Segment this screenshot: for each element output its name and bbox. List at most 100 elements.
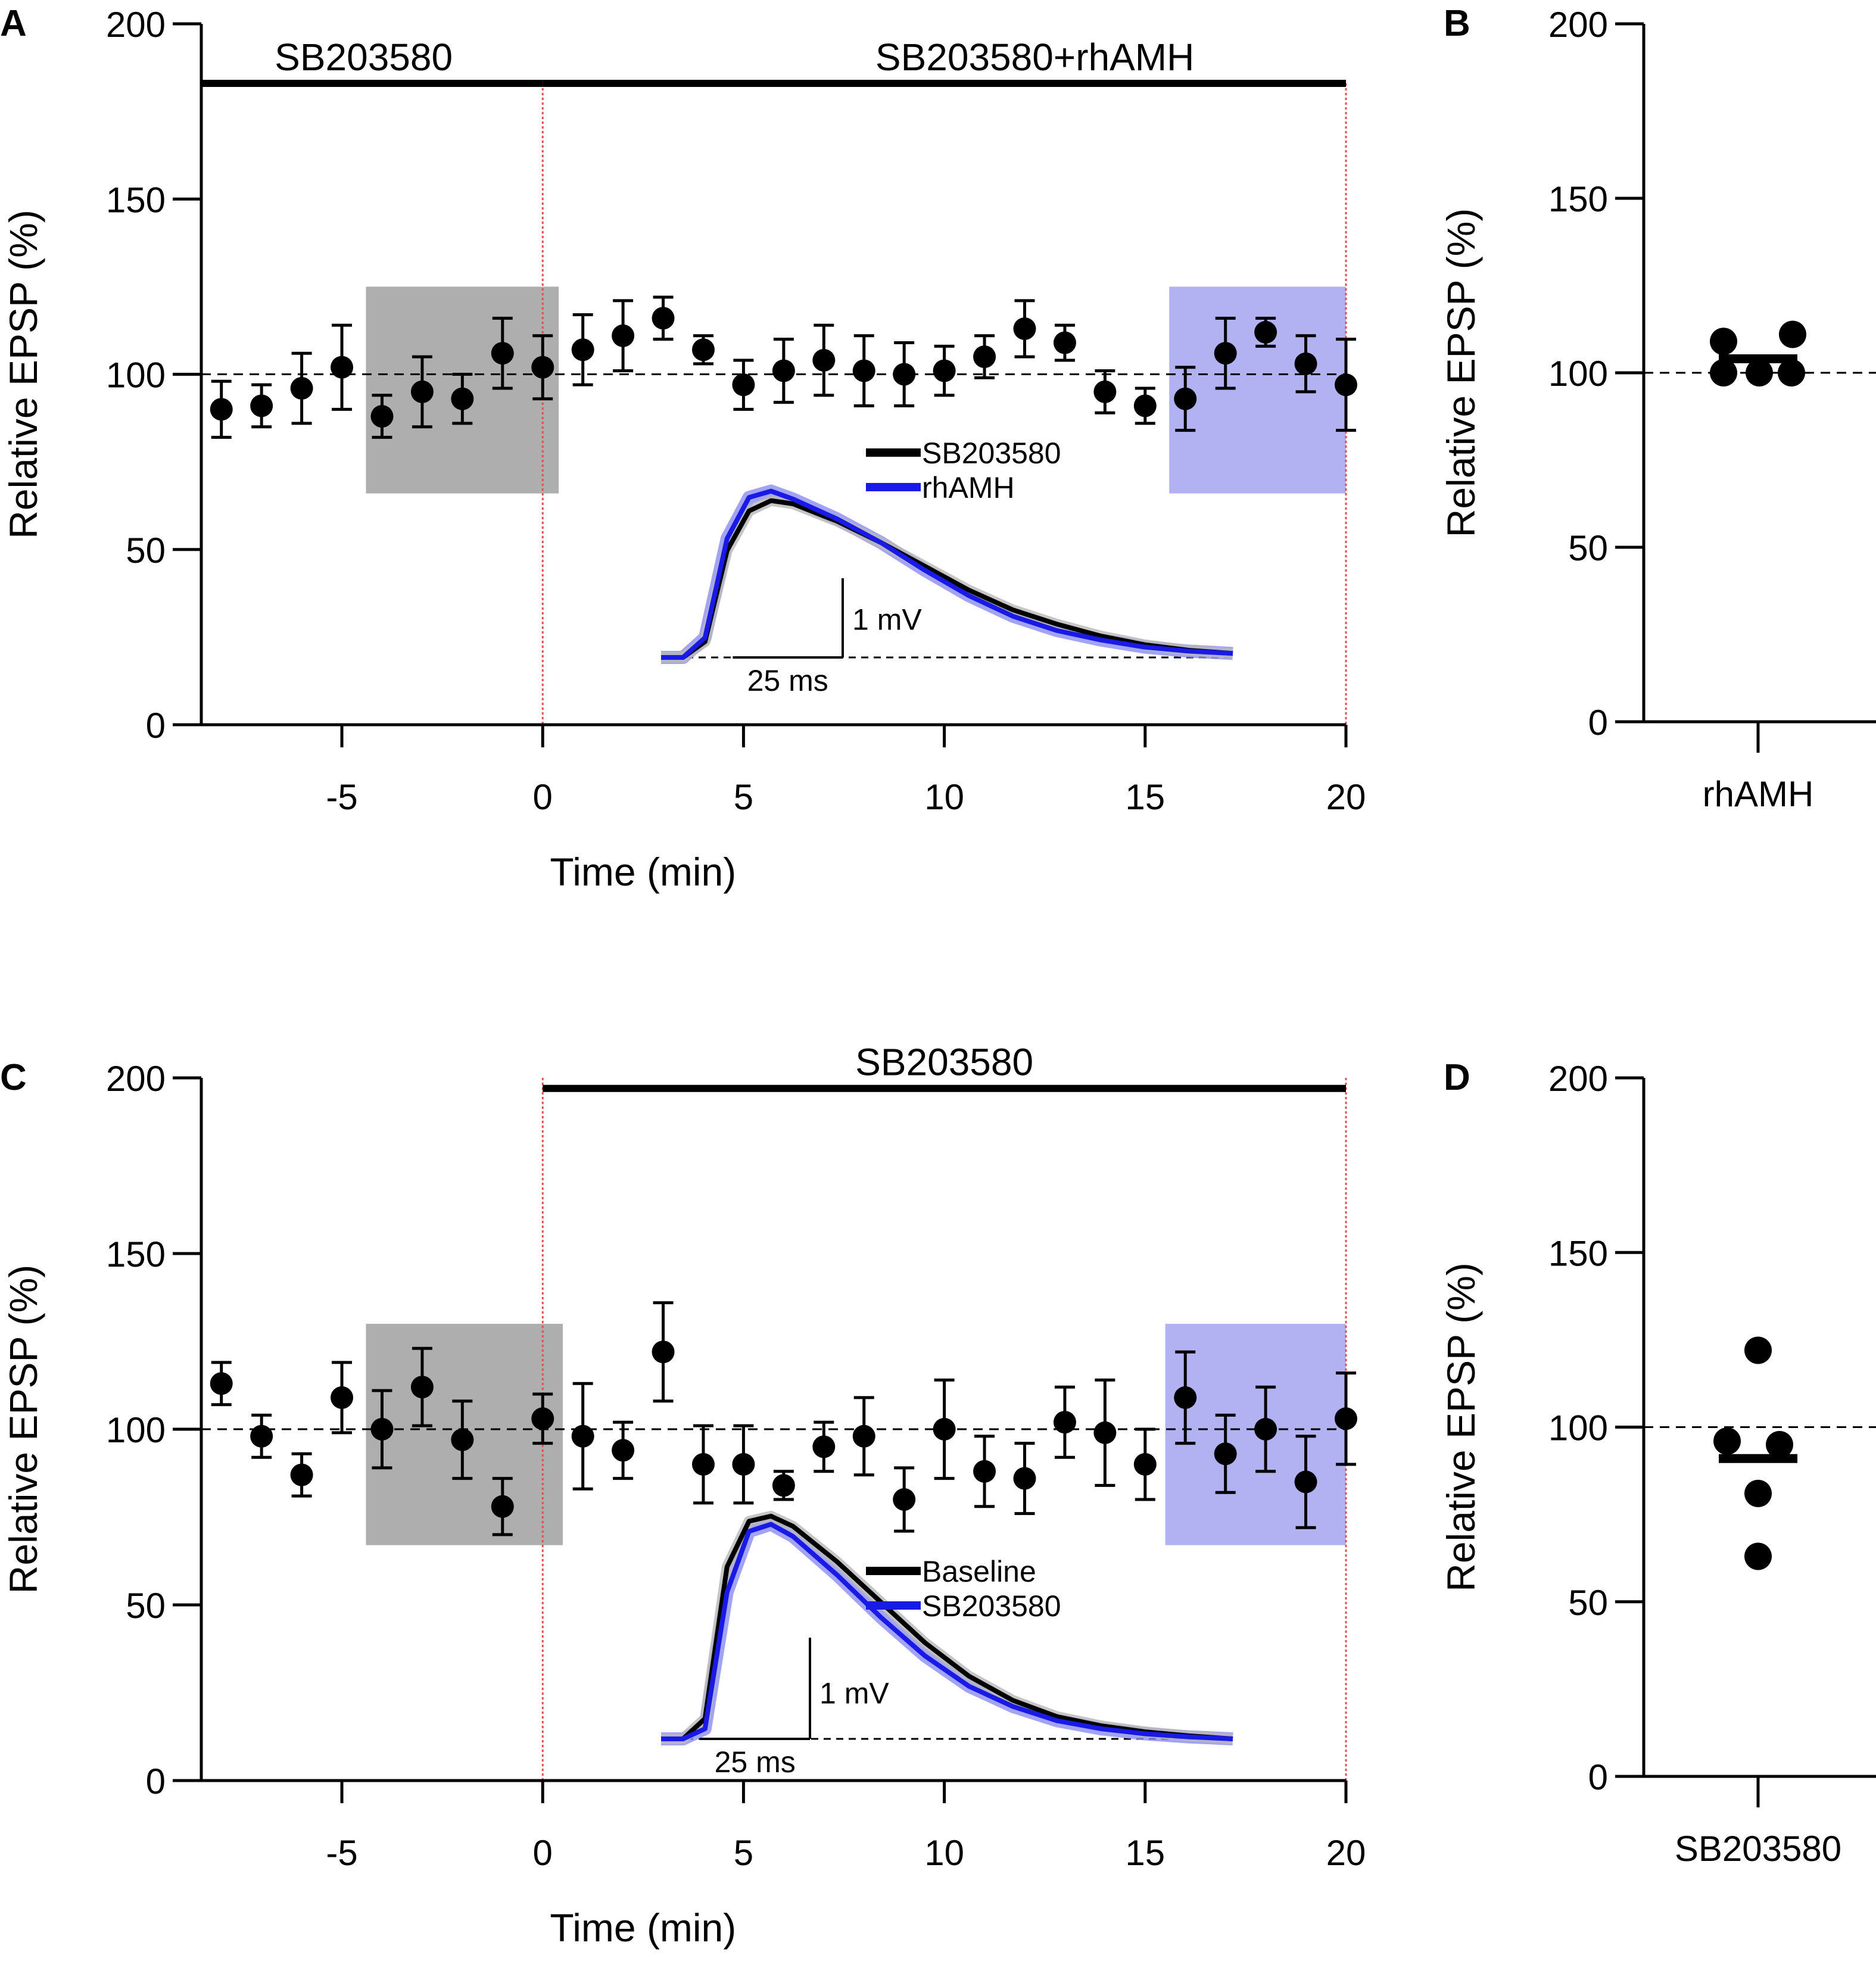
y-tick-label: 100 [1548,354,1608,394]
data-point [1744,1542,1772,1570]
x-tick-label: 15 [1125,1833,1165,1873]
y-axis-label: Relative EPSP (%) [1,1265,45,1594]
data-point [852,359,875,382]
legend-label: SB203580 [922,437,1061,470]
data-point [691,338,715,361]
data-point [250,1424,273,1448]
y-tick-label: 50 [1568,528,1608,568]
y-axis-label: Relative EPSP (%) [1439,208,1483,538]
scale-bar-mv-label: 1 mV [852,603,922,636]
data-point [250,394,273,417]
y-tick-label: 200 [1548,5,1608,45]
y-tick-label: 200 [1548,1059,1608,1099]
data-point [1013,317,1036,340]
data-point [571,1424,594,1448]
panel-label: A [0,3,27,44]
data-point [933,1418,956,1441]
data-point [451,1428,474,1451]
x-tick-label: -5 [326,1833,357,1873]
data-point [1335,1407,1357,1430]
data-point [612,324,635,347]
shade-treatment [1169,286,1346,494]
legend-label: SB203580 [922,1589,1061,1623]
y-tick-label: 0 [146,706,166,746]
panel-a: A 0 50 100 150 200 -5 0 5 10 15 20 Time (min) Relativ… [0,3,1366,894]
x-tick-label: 5 [734,777,753,817]
data-point [691,1453,715,1476]
y-tick-label: 150 [106,1234,166,1274]
x-tick-label: 15 [1125,777,1165,817]
data-point [1779,320,1806,348]
legend-label: Baseline [922,1555,1036,1588]
trace-blue [661,1522,1233,1741]
data-point [1335,373,1357,397]
panel-label: C [0,1057,27,1098]
drug-bar-label: SB203580 [275,36,453,79]
x-axis-label: Time (min) [550,1906,736,1950]
scale-bar-mv-label: 1 mV [819,1677,889,1710]
data-point [1053,331,1076,354]
scale-bar-ms-label: 25 ms [715,1745,796,1779]
data-point [531,1407,554,1430]
data-point [1744,1479,1772,1507]
x-tick-label: -5 [326,777,357,817]
data-point [1214,1442,1237,1466]
data-point [331,1386,354,1409]
data-point [852,1424,875,1448]
data-point [1744,1336,1772,1364]
data-point [1053,1411,1076,1434]
data-point [1133,394,1157,417]
category-label: rhAMH [1703,774,1814,814]
data-point [732,1453,755,1476]
y-tick-label: 150 [1548,179,1608,219]
data-point [531,356,554,379]
data-point [1254,320,1277,344]
category-label: SB203580 [1675,1829,1841,1869]
y-tick-label: 0 [146,1762,166,1801]
data-point [1093,380,1117,403]
panel-b: B 0 50 100 150 200 rhAMH Relative EPSP (%) [1439,3,1876,814]
data-point [1214,342,1237,365]
y-tick-label: 200 [106,1059,166,1099]
data-point [812,348,836,372]
x-tick-label: 0 [533,1833,553,1873]
data-point [772,359,795,382]
data-point [973,345,996,369]
trace-blue [661,488,1233,660]
data-point [1254,1418,1277,1441]
data-point [973,1460,996,1483]
data-point [1174,387,1197,410]
data-point [893,1488,916,1511]
data-point [210,1372,233,1395]
data-point [370,405,394,428]
x-tick-label: 20 [1326,777,1366,817]
panel-d: D 0 50 100 150 200 SB203580 Relative EPSP (%) [1439,1057,1876,1869]
x-axis-label: Time (min) [550,850,736,894]
shade-treatment [1165,1324,1346,1545]
drug-bar-label: SB203580+rhAMH [875,36,1194,79]
x-tick-label: 10 [924,777,964,817]
data-point [491,1495,514,1518]
data-point [772,1474,795,1497]
x-tick-label: 5 [734,1833,753,1873]
data-point [1746,359,1773,386]
data-point [331,356,354,379]
y-tick-label: 50 [1568,1583,1608,1623]
y-tick-label: 0 [1588,1757,1608,1797]
data-point [290,1463,313,1486]
x-tick-label: 0 [533,777,553,817]
data-point [410,380,434,403]
data-point [1294,352,1317,375]
panel-c: C 0 50 100 150 200 -5 0 5 10 15 20 Time (min) Relativ… [0,1041,1366,1950]
data-point [652,1340,675,1364]
y-tick-label: 150 [106,180,166,220]
data-point [370,1418,394,1441]
data-point [612,1439,635,1462]
data-point [1093,1421,1117,1444]
data-point [933,359,956,382]
data-point [290,377,313,400]
y-axis-label: Relative EPSP (%) [1,210,45,539]
data-point [491,342,514,365]
